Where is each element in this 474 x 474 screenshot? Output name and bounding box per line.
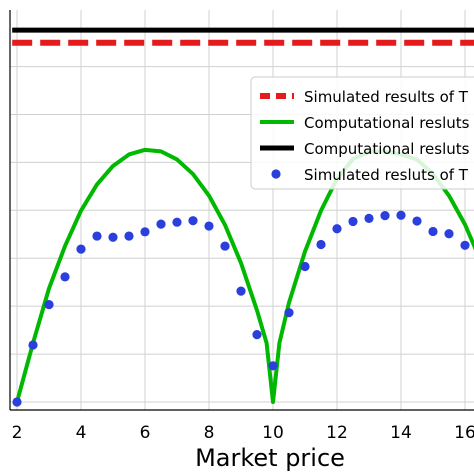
data-point [380,211,390,221]
legend-label: Simulated resluts of T [304,166,469,184]
legend: Simulated results of T Computational resl… [250,76,474,190]
legend-marker [271,169,281,179]
x-tick-label: 14 [390,423,412,443]
x-axis-label: Market price [195,444,345,472]
x-tick-label: 12 [326,423,348,443]
data-point [364,213,374,223]
x-tick-label: 10 [262,423,284,443]
data-point [236,286,246,296]
data-point [300,261,310,272]
data-point [124,231,134,241]
legend-label: Computational resluts [304,114,470,132]
data-point [156,219,166,229]
legend-items: Simulated results of T Computational resl… [260,88,470,184]
x-tick-label: 8 [204,423,215,443]
data-point [332,224,342,234]
data-point [140,227,150,237]
data-point [412,216,422,226]
data-point [44,299,54,310]
data-point [428,226,438,237]
data-point [108,232,118,242]
data-point [396,210,406,220]
data-point [76,244,86,254]
data-point [92,231,102,241]
data-point [12,397,22,407]
data-point [60,272,70,282]
data-point [348,216,358,227]
x-tick-labels: 2 4 6 8 10 12 14 16 [12,423,474,443]
data-point [28,340,38,350]
data-point [284,308,294,318]
legend-box [250,76,474,190]
x-tick-label: 16 [454,423,474,443]
data-point [204,221,214,231]
data-point [172,217,182,227]
data-point [316,239,326,250]
x-tick-label: 6 [140,423,151,443]
data-point [460,240,470,250]
data-point [444,229,454,239]
data-point [220,241,230,251]
data-point [188,216,198,226]
data-point [252,330,262,340]
legend-label: Computational resluts [304,140,470,158]
legend-label: Simulated results of T [304,88,469,106]
x-tick-label: 2 [12,423,23,443]
x-tick-label: 4 [76,423,87,443]
data-point [268,361,278,371]
